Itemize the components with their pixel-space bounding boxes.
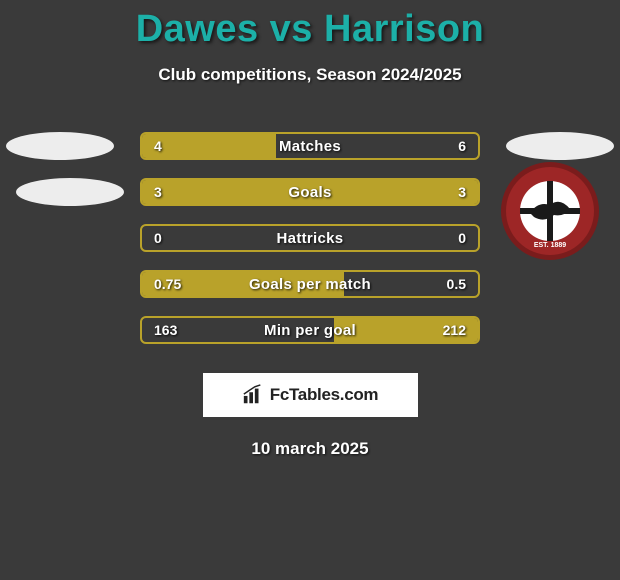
stat-value-right: 0 [458,226,466,250]
stat-label: Matches [142,134,478,158]
stat-value-right: 3 [458,180,466,204]
branding-text: FcTables.com [270,385,379,405]
stat-value-right: 0.5 [447,272,466,296]
player-badge-left-secondary [16,178,124,206]
stat-bar: 163 Min per goal 212 [140,316,480,344]
page-title: Dawes vs Harrison [0,8,620,51]
stat-label: Goals per match [142,272,478,296]
stat-row: 163 Min per goal 212 [0,307,620,353]
subtitle: Club competitions, Season 2024/2025 [0,65,620,85]
comparison-widget: Dawes vs Harrison Club competitions, Sea… [0,0,620,459]
stat-bar: 0 Hattricks 0 [140,224,480,252]
stat-value-right: 6 [458,134,466,158]
stat-bar: 0.75 Goals per match 0.5 [140,270,480,298]
branding-box[interactable]: FcTables.com [203,373,418,417]
bars-icon [242,384,264,406]
stat-row: 3 Goals 3 EST. 1889 [0,169,620,215]
stat-bar: 3 Goals 3 [140,178,480,206]
stat-label: Min per goal [142,318,478,342]
stat-label: Hattricks [142,226,478,250]
stat-value-right: 212 [443,318,466,342]
stat-label: Goals [142,180,478,204]
stat-bar: 4 Matches 6 [140,132,480,160]
date-line: 10 march 2025 [0,439,620,459]
player-badge-right [506,132,614,160]
stat-row: 0 Hattricks 0 [0,215,620,261]
stat-row: 0.75 Goals per match 0.5 [0,261,620,307]
player-badge-left [6,132,114,160]
